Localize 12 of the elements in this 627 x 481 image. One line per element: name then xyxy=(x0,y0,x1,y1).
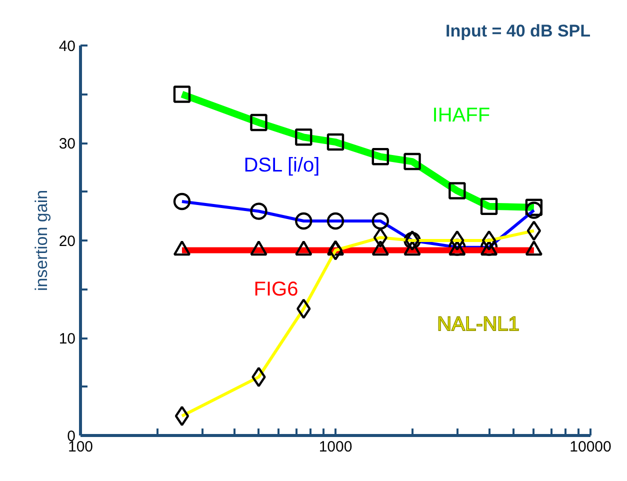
text: NAL-NL1 xyxy=(437,314,520,336)
chart-title: Input = 40 dB SPL xyxy=(446,22,591,40)
series-label: FIG6 xyxy=(254,278,298,300)
x-tick-label: 10000 xyxy=(570,438,612,456)
y-tick-label: 30 xyxy=(58,136,76,152)
y-tick-label: 10 xyxy=(58,330,76,348)
series-label: DSL [i/o] xyxy=(244,154,320,176)
y-tick-label: 20 xyxy=(58,233,76,250)
x-tick-label: 1000 xyxy=(318,438,352,456)
y-tick-label: 40 xyxy=(58,38,76,55)
series-label: IHAFF xyxy=(432,104,490,127)
y-axis-title: insertion gain xyxy=(32,190,51,292)
